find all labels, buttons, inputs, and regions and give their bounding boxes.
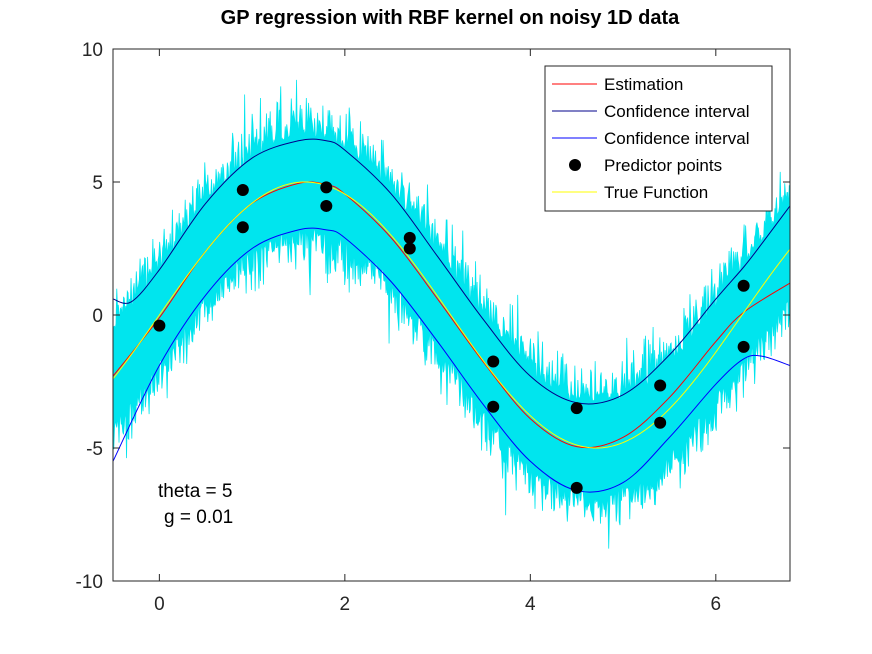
x-tick-label: 6 — [711, 594, 722, 615]
predictor-point — [403, 231, 416, 244]
series-lower-confidence — [113, 227, 790, 493]
series-true-function — [113, 181, 790, 449]
predictor-point — [320, 199, 333, 212]
noisy-data-band — [113, 79, 790, 549]
predictor-point — [153, 319, 166, 332]
y-tick-label: -10 — [76, 572, 103, 593]
legend-label: Confidence interval — [604, 129, 750, 148]
predictor-point — [487, 355, 500, 368]
predictor-point — [487, 400, 500, 413]
legend-label: Confidence interval — [604, 102, 750, 121]
legend-label: Estimation — [604, 75, 683, 94]
predictor-point — [737, 279, 750, 292]
predictor-point — [737, 340, 750, 353]
legend-label: True Function — [604, 183, 708, 202]
annotation-g: g = 0.01 — [164, 507, 233, 528]
ticks-layer: 0 2 4 6 -10 -5 0 5 10 — [76, 40, 790, 615]
legend-label: Predictor points — [604, 156, 722, 175]
predictor-point — [403, 242, 416, 255]
y-tick-label: 10 — [82, 40, 103, 61]
x-tick-label: 2 — [340, 594, 351, 615]
y-tick-label: 5 — [92, 173, 103, 194]
legend: Estimation Confidence interval Confidence … — [544, 65, 773, 212]
predictor-point — [236, 183, 249, 196]
series-upper-confidence — [113, 138, 790, 405]
predictor-point — [654, 379, 667, 392]
predictor-point — [570, 481, 583, 494]
y-tick-label: 0 — [92, 306, 103, 327]
annotation-theta: theta = 5 — [158, 481, 232, 502]
x-tick-label: 4 — [525, 594, 536, 615]
legend-marker — [569, 159, 581, 171]
x-tick-label: 0 — [154, 594, 165, 615]
predictor-point — [236, 221, 249, 234]
plot-layer — [113, 79, 790, 549]
y-tick-label: -5 — [86, 439, 103, 460]
predictor-point — [320, 181, 333, 194]
annotation-layer: theta = 5 g = 0.01 — [158, 481, 233, 528]
predictor-point — [570, 402, 583, 415]
chart-title: GP regression with RBF kernel on noisy 1… — [221, 7, 681, 29]
predictor-point — [654, 416, 667, 429]
